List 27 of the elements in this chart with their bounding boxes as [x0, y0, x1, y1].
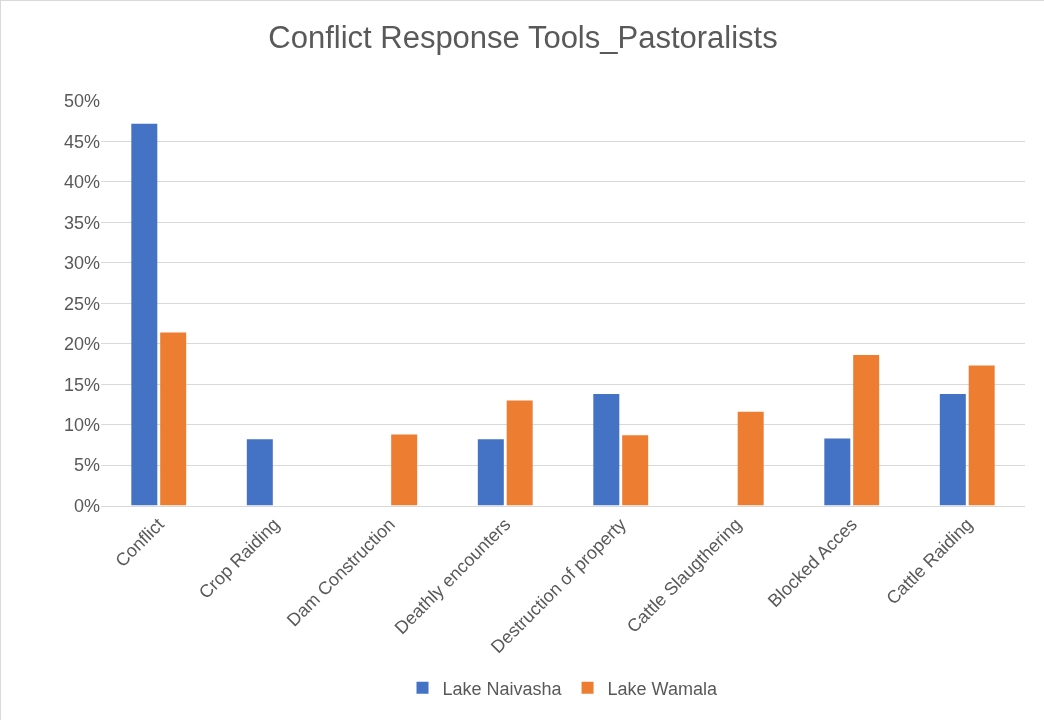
y-tick-label: 45% [63, 131, 100, 152]
legend-label: Lake Wamala [607, 678, 718, 699]
y-tick-label: 5% [73, 455, 100, 476]
chart-title: Conflict Response Tools_Pastoralists [268, 19, 778, 55]
bar [622, 435, 649, 506]
legend-label: Lake Naivasha [442, 678, 563, 699]
bar [968, 365, 995, 506]
y-tick-label: 20% [63, 334, 100, 355]
bar [477, 439, 504, 506]
bar [737, 411, 764, 506]
y-tick-label: 10% [63, 414, 100, 435]
bar [246, 439, 273, 506]
y-tick-label: 50% [63, 91, 100, 112]
bar [506, 400, 533, 506]
y-tick-label: 15% [63, 374, 100, 395]
bar [824, 438, 851, 506]
bar [160, 332, 187, 506]
y-tick-label: 40% [63, 172, 100, 193]
bar [939, 393, 966, 506]
bar [391, 434, 418, 506]
bar [853, 355, 880, 506]
y-tick-label: 25% [63, 293, 100, 314]
bar [593, 393, 620, 506]
y-tick-label: 35% [63, 212, 100, 233]
y-tick-label: 30% [63, 253, 100, 274]
y-tick-label: 0% [73, 495, 100, 516]
bar [131, 123, 158, 506]
